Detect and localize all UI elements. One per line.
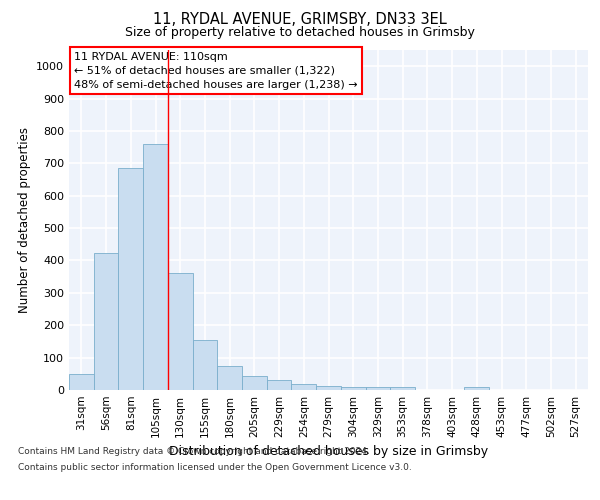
Text: 11 RYDAL AVENUE: 110sqm
← 51% of detached houses are smaller (1,322)
48% of semi: 11 RYDAL AVENUE: 110sqm ← 51% of detache… xyxy=(74,52,358,90)
Bar xyxy=(94,254,118,390)
Bar xyxy=(69,374,94,390)
Bar xyxy=(341,387,365,390)
Bar xyxy=(242,376,267,390)
Bar xyxy=(292,384,316,390)
Bar xyxy=(365,388,390,390)
Y-axis label: Number of detached properties: Number of detached properties xyxy=(17,127,31,313)
Bar xyxy=(168,273,193,390)
Text: Contains public sector information licensed under the Open Government Licence v3: Contains public sector information licen… xyxy=(18,462,412,471)
Bar xyxy=(193,340,217,390)
Text: 11, RYDAL AVENUE, GRIMSBY, DN33 3EL: 11, RYDAL AVENUE, GRIMSBY, DN33 3EL xyxy=(153,12,447,28)
X-axis label: Distribution of detached houses by size in Grimsby: Distribution of detached houses by size … xyxy=(169,446,488,458)
Bar xyxy=(143,144,168,390)
Bar xyxy=(118,168,143,390)
Bar xyxy=(390,388,415,390)
Bar xyxy=(464,387,489,390)
Bar xyxy=(267,380,292,390)
Text: Size of property relative to detached houses in Grimsby: Size of property relative to detached ho… xyxy=(125,26,475,39)
Text: Contains HM Land Registry data © Crown copyright and database right 2024.: Contains HM Land Registry data © Crown c… xyxy=(18,448,370,456)
Bar xyxy=(316,386,341,390)
Bar xyxy=(217,366,242,390)
